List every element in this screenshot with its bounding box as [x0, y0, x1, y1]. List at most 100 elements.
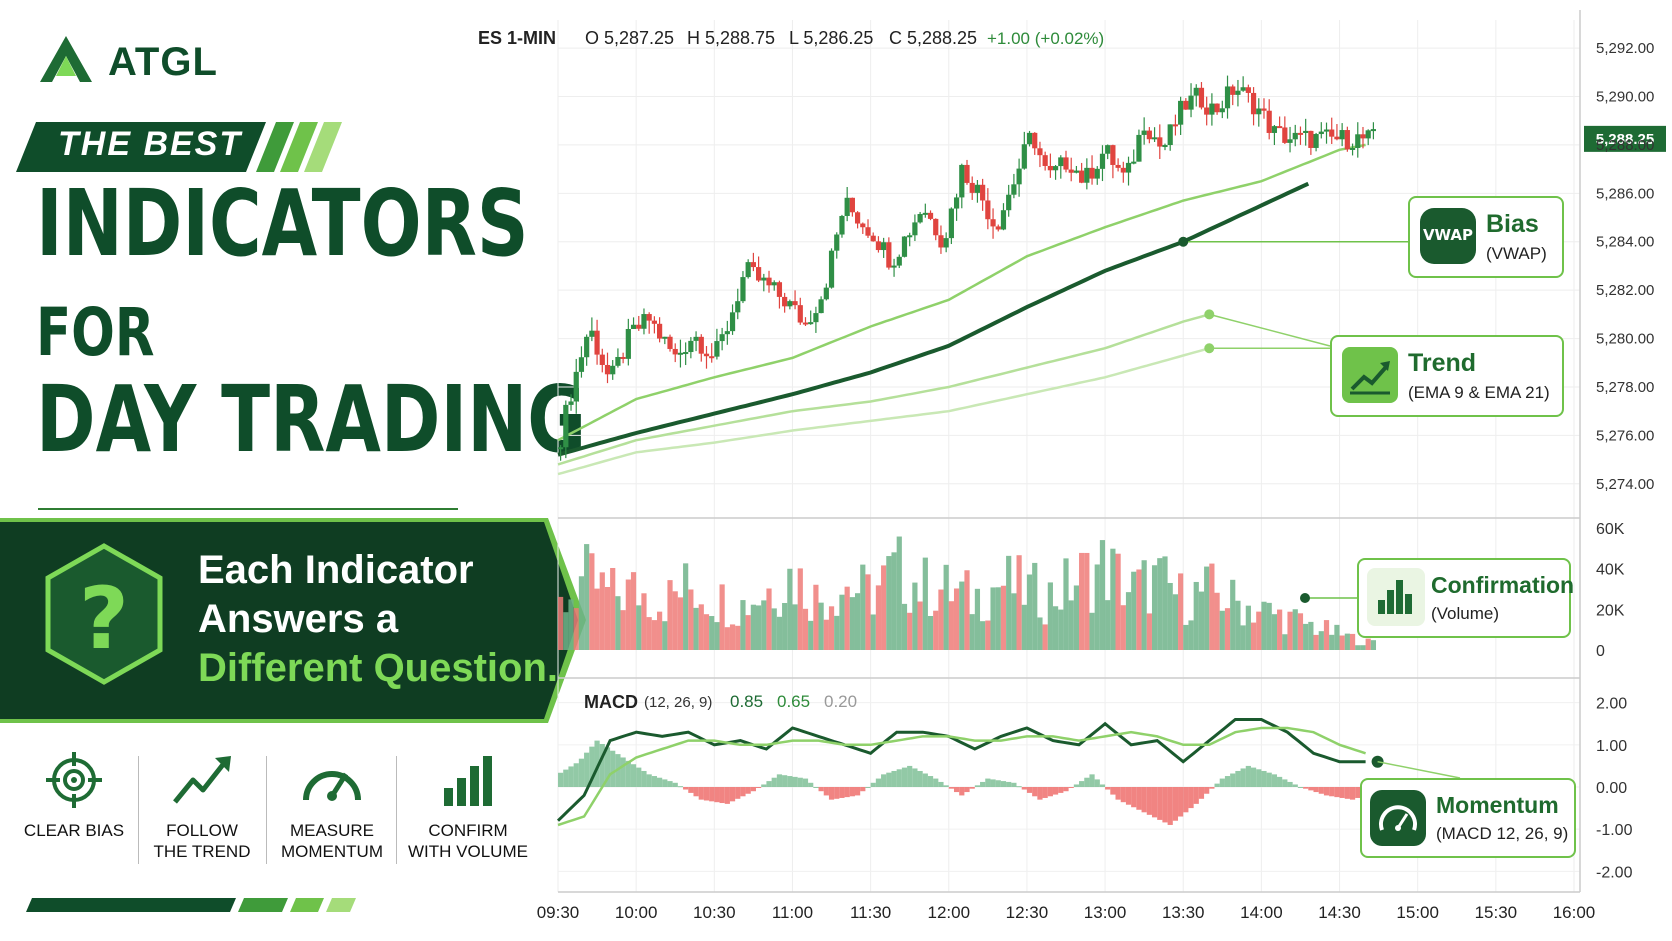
candle-body — [761, 277, 767, 281]
candle-body — [1287, 139, 1293, 143]
candle-body — [1209, 103, 1215, 115]
bar-chart-icon — [1378, 580, 1412, 614]
macd-histogram-bar — [802, 778, 809, 787]
macd-histogram-bar — [776, 774, 783, 787]
candle-body — [948, 208, 954, 239]
volume-bar — [1250, 622, 1257, 650]
volume-bar — [959, 581, 965, 650]
candle-body — [901, 236, 908, 257]
candle-body — [844, 197, 850, 216]
volume-bar — [875, 585, 882, 650]
candle-body — [1277, 126, 1283, 129]
volume-bar — [719, 584, 725, 650]
macd-histogram-bar — [901, 767, 908, 787]
volume-bar — [1318, 631, 1324, 650]
volume-bar — [802, 608, 809, 650]
volume-bar — [854, 593, 861, 650]
candle-body — [1323, 129, 1330, 132]
candle-body — [1193, 87, 1199, 96]
volume-bar — [1021, 604, 1027, 650]
candle-body — [953, 197, 960, 209]
macd-params: (12, 26, 9) — [644, 694, 713, 711]
candle-body — [1349, 147, 1356, 150]
macd-histogram-bar — [1308, 787, 1314, 791]
macd-histogram-bar — [860, 787, 866, 792]
volume-bar — [766, 588, 772, 650]
macd-histogram-bar — [563, 769, 569, 787]
macd-histogram-bar — [1178, 787, 1184, 817]
volume-bar — [1308, 621, 1314, 650]
volume-bar — [657, 611, 663, 650]
macd-histogram-bar — [1219, 778, 1225, 787]
candle-body — [797, 305, 803, 323]
volume-bar — [849, 597, 855, 650]
volume-bar — [750, 604, 756, 650]
candle-body — [1344, 130, 1350, 150]
macd-histogram-bar — [1297, 787, 1304, 788]
candle-body — [808, 322, 814, 325]
volume-bar — [1271, 614, 1278, 650]
candle-body — [625, 328, 631, 359]
volume-bar — [943, 564, 949, 650]
candle-body — [1266, 110, 1272, 133]
macd-histogram-bar — [662, 779, 668, 787]
volume-bar — [1266, 602, 1272, 650]
signal-value: 0.65 — [777, 692, 811, 711]
candle-body — [1235, 90, 1241, 95]
macd-histogram-bar — [1287, 781, 1293, 787]
candle-body — [1167, 124, 1173, 146]
volume-bar — [1011, 593, 1017, 650]
best-tag: THE BEST — [58, 125, 243, 163]
momentum-connector-line — [1377, 760, 1461, 779]
macd-histogram-bar — [1115, 787, 1121, 800]
time-tick-label: 16:00 — [1553, 903, 1596, 922]
macd-histogram-bar — [1313, 787, 1319, 793]
macd-histogram-bar — [1016, 786, 1022, 788]
volume-bar — [1172, 594, 1179, 650]
candle-body — [813, 313, 819, 323]
candle-body — [709, 356, 715, 359]
volume-bar — [1214, 592, 1220, 650]
macd-histogram-bar — [1198, 787, 1205, 799]
macd-histogram-bar — [1021, 787, 1027, 790]
volume-bar — [1084, 552, 1090, 650]
candle-body — [990, 219, 996, 227]
candle-body — [823, 287, 829, 300]
histogram-value: 0.20 — [824, 692, 858, 711]
candle-body — [828, 250, 835, 288]
candlesticks — [558, 75, 1377, 461]
candle-body — [1089, 167, 1095, 179]
macd-line-signal — [557, 726, 1366, 827]
volume-bar — [1292, 609, 1298, 650]
macd-histogram-bar — [1157, 787, 1163, 820]
macd-histogram-bar — [703, 787, 710, 801]
volume-bar — [896, 536, 902, 650]
volume-bar — [568, 599, 574, 650]
macd-histogram-bar — [1068, 787, 1074, 788]
volume-bar — [1047, 582, 1053, 650]
volume-bar — [1329, 634, 1335, 650]
volume-bar — [584, 544, 590, 650]
macd-histogram-bar — [844, 787, 850, 798]
macd-histogram-bar — [667, 781, 673, 787]
headline-line2: FOR — [36, 294, 155, 371]
macd-histogram-bar — [578, 758, 585, 787]
candle-body — [558, 447, 564, 450]
volume-bar — [636, 605, 642, 650]
macd-histogram-bar — [1110, 787, 1116, 795]
candle-body — [1079, 170, 1085, 183]
candle-body — [964, 164, 970, 183]
candle-body — [881, 242, 887, 251]
volume-bar — [1032, 562, 1038, 650]
candle-body — [1162, 145, 1168, 148]
candle-body — [1011, 184, 1017, 195]
candle-body — [651, 320, 657, 324]
volume-bar — [709, 616, 715, 650]
volume-bar — [1188, 620, 1194, 650]
macd-histogram-bar — [755, 787, 762, 788]
macd-histogram-bar — [1271, 774, 1278, 787]
candle-body — [922, 212, 928, 215]
candle-body — [870, 235, 876, 242]
volume-bar — [1235, 600, 1241, 650]
candle-body — [615, 356, 621, 366]
